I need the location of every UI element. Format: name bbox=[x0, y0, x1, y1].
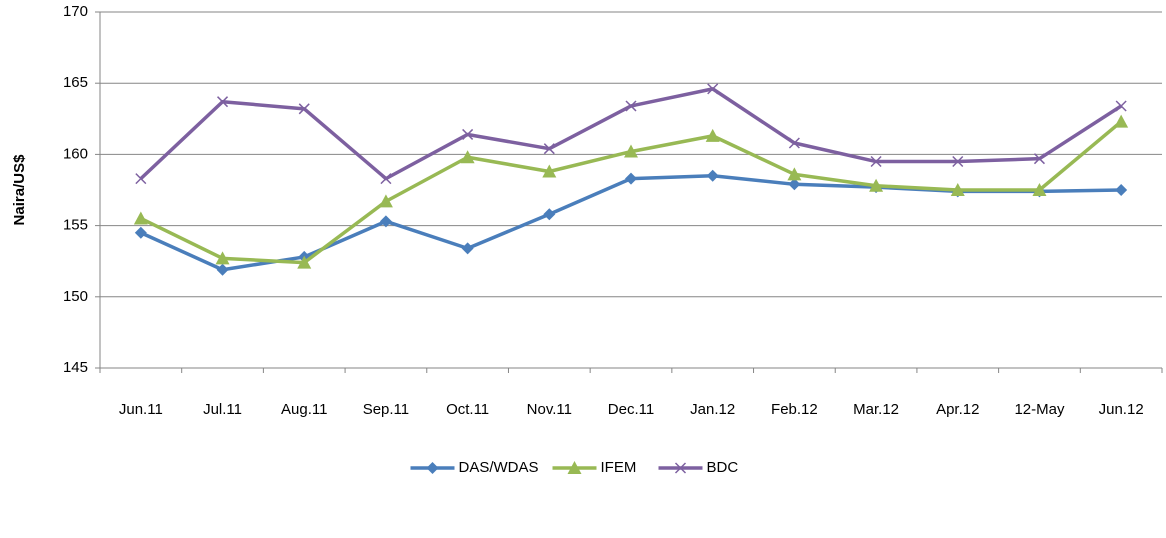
marker bbox=[707, 83, 719, 95]
marker bbox=[788, 137, 800, 149]
marker bbox=[624, 144, 638, 158]
marker bbox=[543, 143, 555, 155]
x-tick-label: Feb.12 bbox=[771, 401, 818, 418]
marker bbox=[135, 173, 147, 185]
marker bbox=[133, 211, 148, 225]
x-tick-label: Dec.11 bbox=[608, 401, 654, 418]
marker bbox=[625, 100, 637, 112]
x-tick-label: Jul.11 bbox=[203, 401, 242, 418]
marker bbox=[1115, 100, 1127, 112]
marker bbox=[462, 128, 474, 140]
marker bbox=[460, 150, 475, 164]
marker bbox=[380, 173, 392, 185]
marker bbox=[869, 178, 884, 192]
y-tick-label: 160 bbox=[63, 145, 88, 162]
x-tick-label: Sep.11 bbox=[363, 401, 409, 418]
x-tick-label: Oct.11 bbox=[446, 401, 489, 418]
marker bbox=[952, 155, 964, 168]
marker bbox=[567, 461, 582, 474]
x-tick-label: Nov.11 bbox=[527, 401, 572, 418]
x-tick-label: Apr.12 bbox=[936, 401, 979, 418]
y-tick-label: 155 bbox=[63, 217, 88, 234]
legend-label: DAS/WDAS bbox=[459, 459, 539, 476]
y-tick-label: 165 bbox=[63, 74, 88, 91]
marker bbox=[297, 255, 312, 269]
marker bbox=[788, 178, 801, 191]
marker bbox=[1032, 183, 1047, 196]
marker bbox=[787, 167, 802, 181]
marker bbox=[216, 263, 229, 276]
marker bbox=[1033, 153, 1045, 165]
marker bbox=[298, 103, 310, 115]
marker bbox=[461, 242, 474, 255]
series-line bbox=[139, 87, 1123, 181]
legend-label: BDC bbox=[707, 459, 739, 476]
marker bbox=[870, 155, 882, 168]
x-tick-label: Aug.11 bbox=[281, 401, 327, 418]
marker bbox=[543, 208, 556, 221]
marker bbox=[542, 164, 557, 178]
x-tick-label: 12-May bbox=[1014, 401, 1065, 418]
marker bbox=[706, 169, 719, 182]
x-tick-label: Mar.12 bbox=[853, 401, 899, 418]
marker bbox=[379, 215, 392, 228]
marker bbox=[1114, 114, 1129, 128]
x-tick-label: Jan.12 bbox=[690, 401, 735, 418]
y-tick-label: 145 bbox=[63, 359, 88, 376]
y-axis-label: Naira/US$ bbox=[11, 154, 28, 226]
x-tick-label: Jun.11 bbox=[119, 401, 163, 418]
marker bbox=[1115, 184, 1128, 196]
marker bbox=[134, 226, 147, 239]
y-tick-label: 170 bbox=[63, 3, 88, 20]
y-tick-label: 150 bbox=[63, 288, 88, 305]
marker bbox=[950, 183, 965, 196]
marker bbox=[705, 128, 720, 142]
legend-label: IFEM bbox=[601, 459, 637, 476]
marker bbox=[426, 462, 439, 474]
marker bbox=[625, 172, 637, 185]
x-tick-label: Jun.12 bbox=[1099, 401, 1144, 418]
marker bbox=[217, 96, 229, 108]
marker bbox=[674, 462, 687, 474]
marker bbox=[378, 194, 393, 208]
marker bbox=[215, 251, 230, 265]
